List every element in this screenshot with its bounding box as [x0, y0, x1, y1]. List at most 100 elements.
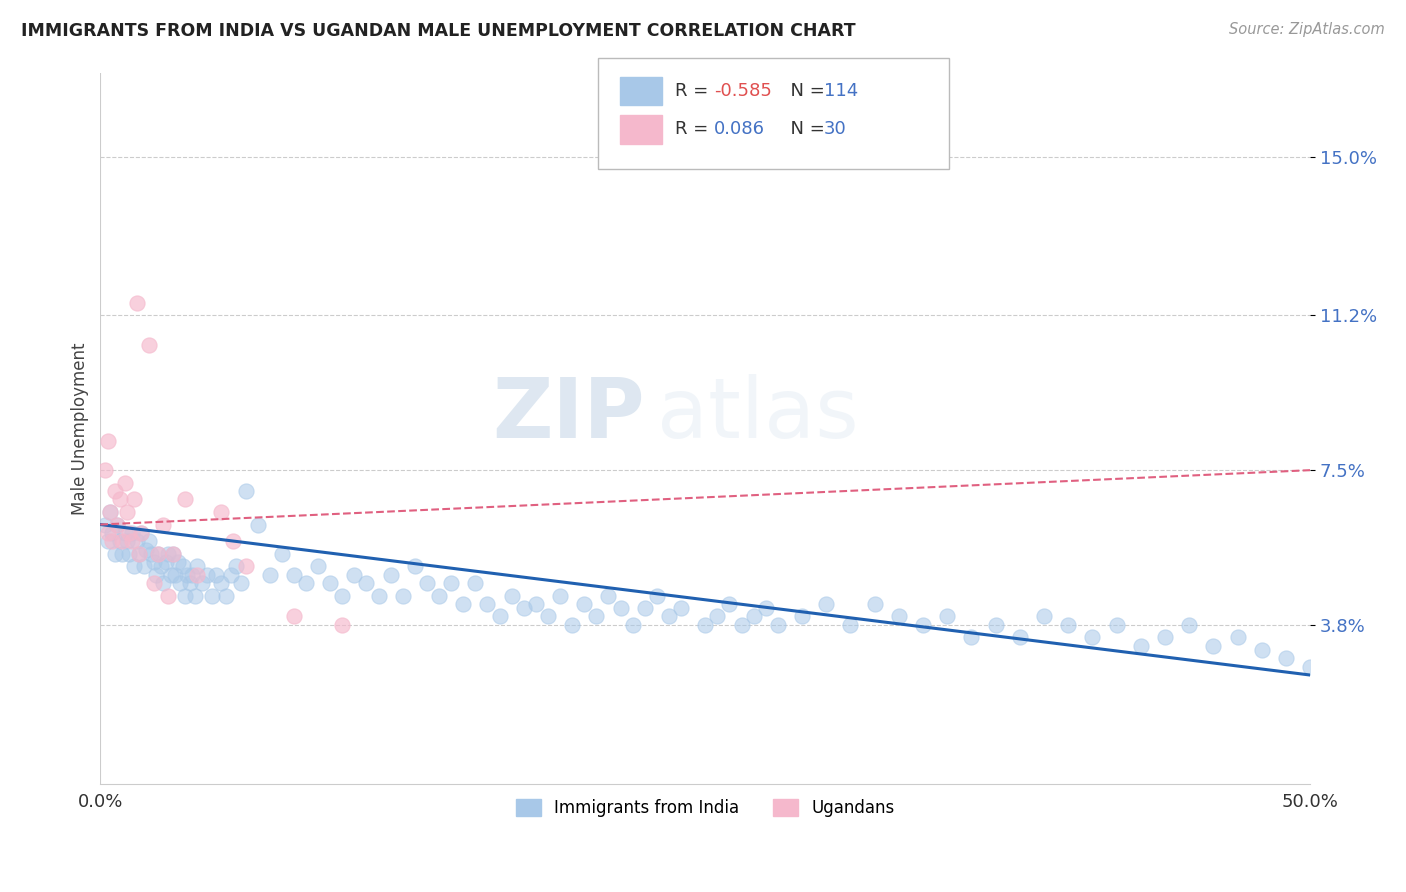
Y-axis label: Male Unemployment: Male Unemployment — [72, 343, 89, 515]
Point — [162, 547, 184, 561]
Point — [246, 517, 269, 532]
Text: R =: R = — [675, 120, 714, 138]
Point — [1178, 618, 1201, 632]
Text: 0.086: 0.086 — [714, 120, 765, 138]
Point — [98, 505, 121, 519]
Point — [121, 525, 143, 540]
Point — [149, 559, 172, 574]
Point — [464, 576, 486, 591]
Point — [634, 601, 657, 615]
Text: ZIP: ZIP — [492, 374, 645, 455]
Point — [1105, 618, 1128, 632]
Text: R =: R = — [675, 82, 714, 100]
Point — [115, 505, 138, 519]
Point — [598, 589, 620, 603]
Point — [621, 618, 644, 632]
Point — [97, 525, 120, 540]
Point — [669, 601, 692, 615]
Point — [259, 567, 281, 582]
Point — [128, 547, 150, 561]
Point — [1081, 631, 1104, 645]
Point — [145, 567, 167, 582]
Point — [191, 576, 214, 591]
Point — [548, 589, 571, 603]
Point — [125, 534, 148, 549]
Point — [416, 576, 439, 591]
Point — [645, 589, 668, 603]
Point — [501, 589, 523, 603]
Text: Source: ZipAtlas.com: Source: ZipAtlas.com — [1229, 22, 1385, 37]
Point — [97, 434, 120, 448]
Point — [222, 534, 245, 549]
Point — [574, 597, 596, 611]
Point — [380, 567, 402, 582]
Point — [815, 597, 838, 611]
Point — [101, 525, 124, 540]
Point — [1226, 631, 1249, 645]
Point — [404, 559, 426, 574]
Text: N =: N = — [779, 120, 831, 138]
Point — [537, 609, 560, 624]
Point — [135, 542, 157, 557]
Point — [98, 505, 121, 519]
Point — [391, 589, 413, 603]
Point — [1008, 631, 1031, 645]
Point — [104, 484, 127, 499]
Point — [695, 618, 717, 632]
Point — [235, 484, 257, 499]
Point — [108, 492, 131, 507]
Point — [125, 296, 148, 310]
Point — [215, 589, 238, 603]
Point — [128, 547, 150, 561]
Point — [186, 559, 208, 574]
Point — [115, 534, 138, 549]
Point — [609, 601, 631, 615]
Point — [132, 559, 155, 574]
Point — [111, 534, 134, 549]
Point — [114, 525, 136, 540]
Point — [142, 576, 165, 591]
Point — [183, 589, 205, 603]
Point — [790, 609, 813, 624]
Point — [718, 597, 741, 611]
Point — [440, 576, 463, 591]
Point — [174, 492, 197, 507]
Text: -0.585: -0.585 — [714, 82, 772, 100]
Point — [730, 618, 752, 632]
Point — [114, 475, 136, 490]
Point — [131, 525, 153, 540]
Point — [343, 567, 366, 582]
Text: 30: 30 — [824, 120, 846, 138]
Point — [148, 547, 170, 561]
Point — [488, 609, 510, 624]
Point — [162, 547, 184, 561]
Text: atlas: atlas — [657, 374, 859, 455]
Point — [766, 618, 789, 632]
Point — [1129, 639, 1152, 653]
Text: N =: N = — [779, 82, 831, 100]
Point — [138, 337, 160, 351]
Point — [155, 555, 177, 569]
Point — [165, 567, 187, 582]
Point — [755, 601, 778, 615]
Point — [1299, 659, 1322, 673]
Point — [658, 609, 681, 624]
Point — [863, 597, 886, 611]
Point — [157, 547, 180, 561]
Point — [138, 534, 160, 549]
Point — [118, 525, 141, 540]
Point — [283, 609, 305, 624]
Point — [1154, 631, 1177, 645]
Point — [121, 534, 143, 549]
Point — [201, 589, 224, 603]
Point — [839, 618, 862, 632]
Point — [108, 534, 131, 549]
Point — [97, 534, 120, 549]
Point — [524, 597, 547, 611]
Point — [181, 567, 204, 582]
Point — [122, 492, 145, 507]
Point — [706, 609, 728, 624]
Point — [172, 559, 194, 574]
Point — [1057, 618, 1080, 632]
Point — [122, 559, 145, 574]
